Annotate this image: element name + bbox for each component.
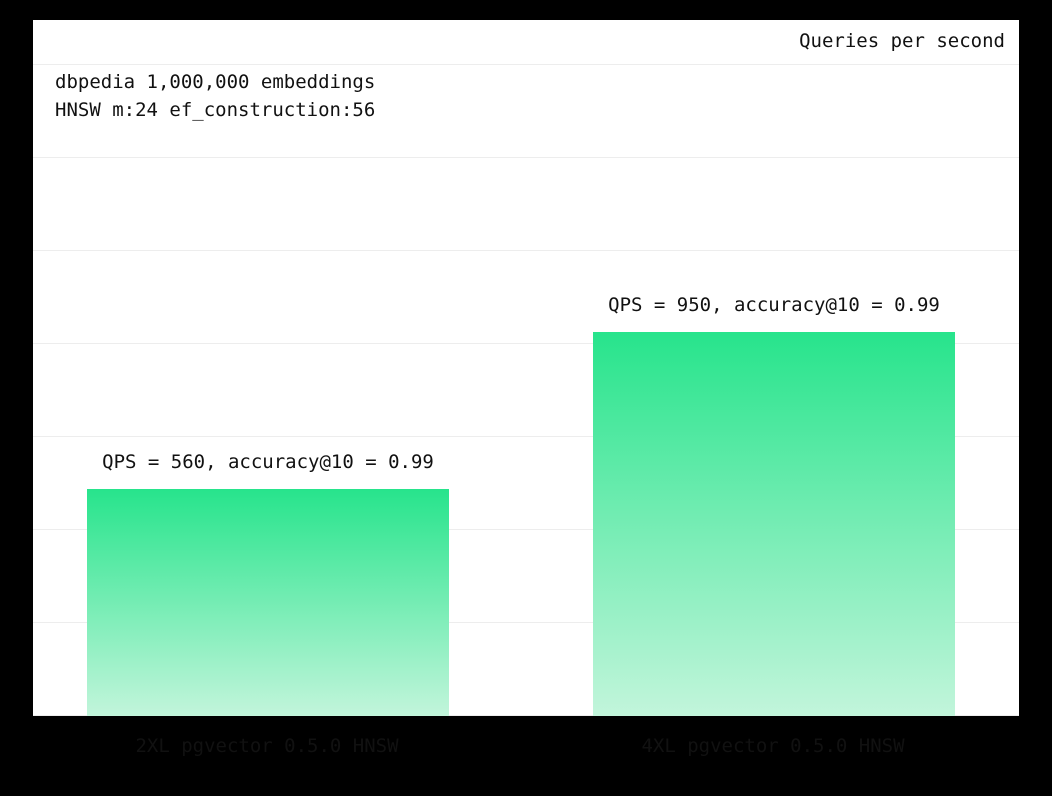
- bar_4xl: [593, 332, 955, 716]
- subtitle-line-2: HNSW m:24 ef_construction:56: [55, 96, 375, 124]
- bar_2xl-annotation: QPS = 560, accuracy@10 = 0.99: [102, 451, 434, 473]
- gridline: [33, 250, 1019, 251]
- subtitle-line-1: dbpedia 1,000,000 embeddings: [55, 68, 375, 96]
- chart-title: Queries per second: [799, 30, 1005, 52]
- chart-subtitle: dbpedia 1,000,000 embeddings HNSW m:24 e…: [55, 68, 375, 124]
- bar_4xl-category-label: 4XL pgvector 0.5.0 HNSW: [641, 735, 904, 757]
- bar_2xl: [87, 489, 449, 716]
- plot-area: Queries per second dbpedia 1,000,000 emb…: [33, 20, 1019, 716]
- gridline: [33, 64, 1019, 65]
- gridline: [33, 157, 1019, 158]
- bar_2xl-category-label: 2XL pgvector 0.5.0 HNSW: [135, 735, 398, 757]
- bar_4xl-annotation: QPS = 950, accuracy@10 = 0.99: [608, 294, 940, 316]
